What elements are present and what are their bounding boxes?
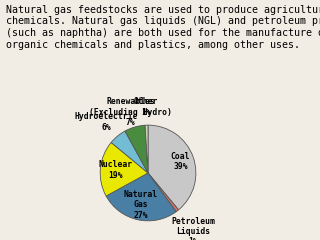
Wedge shape	[111, 131, 148, 173]
Wedge shape	[145, 125, 148, 173]
Text: Other
1%: Other 1%	[134, 97, 158, 117]
Text: Hydroelectric
6%: Hydroelectric 6%	[74, 112, 138, 132]
Wedge shape	[148, 173, 179, 212]
Text: Petroleum
Liquids
1%: Petroleum Liquids 1%	[172, 217, 215, 240]
Text: Natural
Gas
27%: Natural Gas 27%	[124, 190, 158, 220]
Wedge shape	[148, 125, 196, 210]
Text: Renewables
(Excluding Hydro)
7%: Renewables (Excluding Hydro) 7%	[89, 97, 172, 127]
Text: Coal
39%: Coal 39%	[171, 152, 190, 171]
Text: Natural gas feedstocks are used to produce agricultural
chemicals. Natural gas l: Natural gas feedstocks are used to produ…	[6, 5, 320, 50]
Text: Nuclear
19%: Nuclear 19%	[99, 160, 133, 180]
Wedge shape	[106, 173, 176, 221]
Wedge shape	[100, 143, 148, 196]
Wedge shape	[125, 125, 148, 173]
